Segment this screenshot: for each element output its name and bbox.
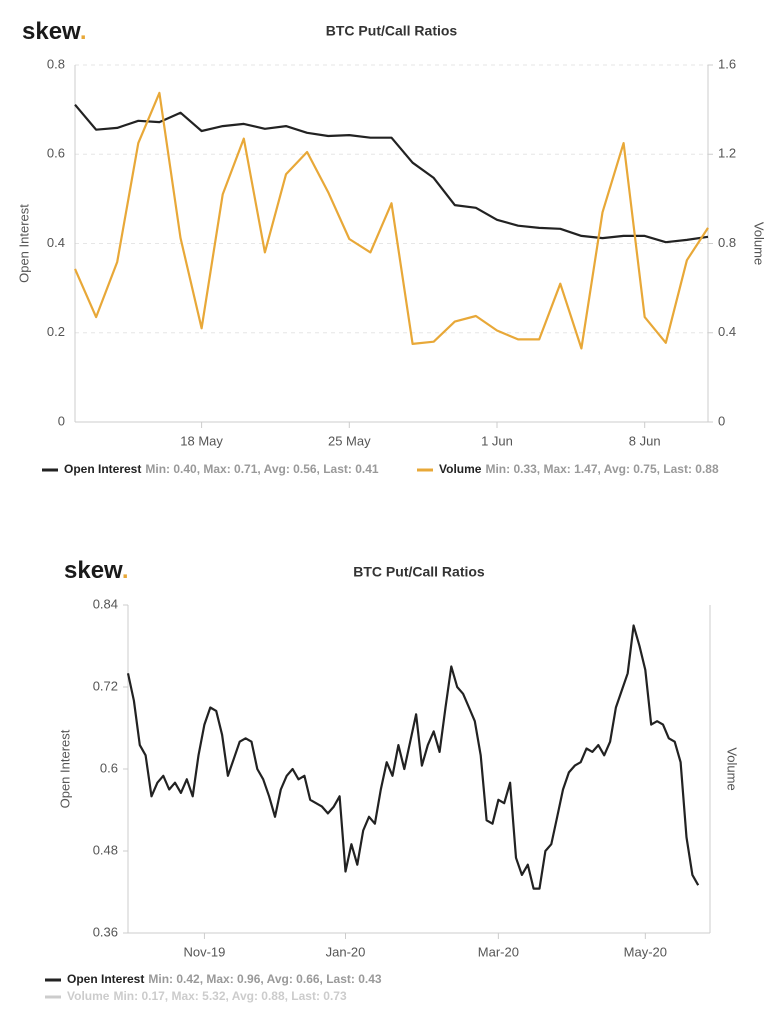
legend-name: Volume (439, 462, 482, 476)
brand-dot: . (80, 18, 87, 45)
brand: skew. (64, 557, 129, 584)
legend-entry: Open Interest Min: 0.40, Max: 0.71, Avg: … (64, 462, 379, 476)
y2-tick-label: 0 (718, 413, 725, 428)
legend-name: Open Interest (67, 972, 144, 986)
y-tick-label: 0.6 (47, 146, 65, 161)
y-tick-label: 0.2 (47, 324, 65, 339)
chart-title: BTC Put/Call Ratios (353, 564, 485, 580)
chart-title: BTC Put/Call Ratios (326, 23, 458, 39)
y-tick-label: 0.48 (93, 842, 118, 857)
series-line (74, 103, 709, 244)
brand: skew. (22, 18, 87, 45)
y-tick-label: 0 (58, 413, 65, 428)
brand-name: skew (64, 557, 123, 584)
y2-tick-label: 1.2 (718, 146, 736, 161)
legend-stats: Min: 0.40, Max: 0.71, Avg: 0.56, Last: 0… (145, 462, 379, 476)
series-line (126, 624, 700, 890)
y-tick-label: 0.36 (93, 924, 118, 939)
x-tick-label: 25 May (328, 433, 371, 448)
y2-axis-label: Volume (752, 222, 767, 265)
y2-axis-label: Volume (725, 747, 740, 790)
y-axis-label: Open Interest (16, 204, 31, 283)
y-axis-label: Open Interest (57, 729, 72, 808)
x-tick-label: 1 Jun (481, 433, 513, 448)
series-line (73, 91, 709, 350)
y2-tick-label: 0.4 (718, 324, 736, 339)
brand-dot: . (122, 557, 129, 584)
legend-stats: Min: 0.42, Max: 0.96, Avg: 0.66, Last: 0… (148, 972, 382, 986)
y-tick-label: 0.8 (47, 56, 65, 71)
x-tick-label: 18 May (180, 433, 223, 448)
x-tick-label: Nov-19 (183, 944, 225, 959)
legend-entry: Volume Min: 0.33, Max: 1.47, Avg: 0.75, L… (439, 462, 719, 476)
y-tick-label: 0.4 (47, 235, 65, 250)
y2-tick-label: 0.8 (718, 235, 736, 250)
y2-tick-label: 1.6 (718, 56, 736, 71)
legend-name: Open Interest (64, 462, 141, 476)
x-tick-label: Mar-20 (478, 944, 519, 959)
x-tick-label: 8 Jun (629, 433, 661, 448)
legend-entry: Volume Min: 0.17, Max: 5.32, Avg: 0.88, L… (67, 989, 347, 1003)
brand-name: skew (22, 18, 81, 45)
legend-name: Volume (67, 989, 110, 1003)
y-tick-label: 0.84 (93, 596, 118, 611)
y-tick-label: 0.72 (93, 678, 118, 693)
legend-stats: Min: 0.33, Max: 1.47, Avg: 0.75, Last: 0… (485, 462, 719, 476)
legend-entry: Open Interest Min: 0.42, Max: 0.96, Avg: … (67, 972, 382, 986)
y-tick-label: 0.6 (100, 760, 118, 775)
legend-stats: Min: 0.17, Max: 5.32, Avg: 0.88, Last: 0… (113, 989, 347, 1003)
x-tick-label: Jan-20 (326, 944, 366, 959)
x-tick-label: May-20 (624, 944, 667, 959)
